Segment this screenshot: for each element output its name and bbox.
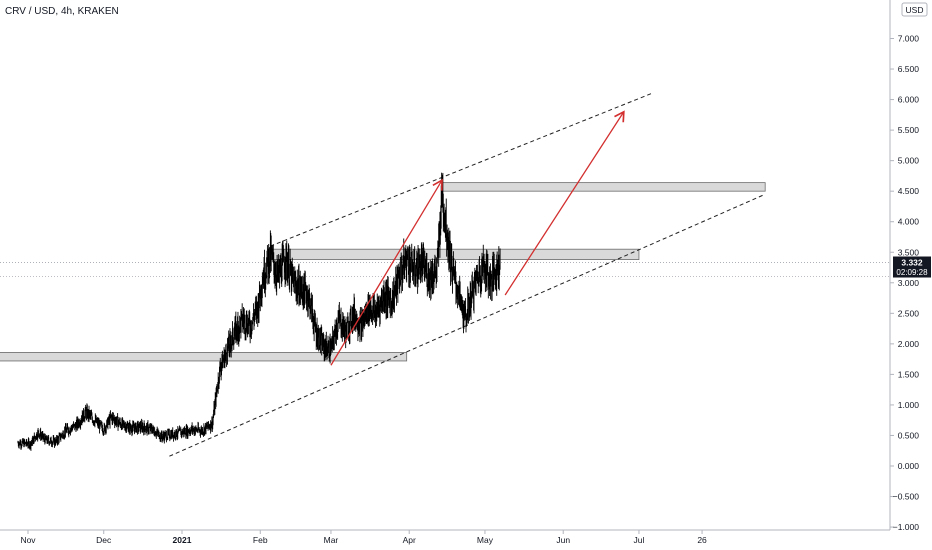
- bar-countdown: 02:09:28: [896, 268, 928, 277]
- y-tick-label: 6.000: [898, 95, 920, 105]
- y-tick-label: 1.500: [898, 369, 920, 379]
- x-tick-label: Nov: [20, 535, 36, 545]
- x-tick-label: Apr: [403, 535, 416, 545]
- y-tick-label: 0.000: [898, 461, 920, 471]
- last-price-value: 3.332: [901, 258, 923, 268]
- x-tick-label: 26: [697, 535, 707, 545]
- y-tick-label: 5.000: [898, 156, 920, 166]
- y-tick-label: 4.500: [898, 186, 920, 196]
- support-resistance-zone[interactable]: [0, 352, 408, 362]
- chart-title: CRV / USD, 4h, KRAKEN: [5, 6, 119, 17]
- projection-arrow[interactable]: [330, 178, 443, 366]
- y-tick-label: 5.500: [898, 125, 920, 135]
- x-tick-label: Jul: [634, 535, 645, 545]
- x-tick-label: 2021: [173, 535, 192, 545]
- x-tick-label: May: [477, 535, 494, 545]
- channel-trendline[interactable]: [270, 93, 652, 247]
- x-tick-label: Feb: [253, 535, 268, 545]
- y-tick-label: 2.500: [898, 308, 920, 318]
- y-tick-label: 3.000: [898, 278, 920, 288]
- projection-arrow[interactable]: [504, 110, 625, 296]
- y-tick-label: −0.500: [893, 492, 920, 502]
- x-tick-label: Dec: [96, 535, 112, 545]
- currency-badge[interactable]: [901, 2, 928, 17]
- last-price-label: [893, 256, 931, 278]
- y-tick-label: 1.000: [898, 400, 920, 410]
- support-resistance-zone[interactable]: [441, 182, 766, 192]
- candlestick-series: [17, 172, 501, 451]
- y-tick-label: 0.500: [898, 430, 920, 440]
- support-resistance-zone[interactable]: [269, 248, 640, 260]
- currency-badge-label: USD: [906, 5, 924, 15]
- y-tick-label: 4.000: [898, 217, 920, 227]
- x-tick-label: Mar: [324, 535, 339, 545]
- y-tick-label: 3.500: [898, 247, 920, 257]
- x-tick-label: Jun: [556, 535, 570, 545]
- y-tick-label: 6.500: [898, 64, 920, 74]
- y-tick-label: −1.000: [893, 522, 920, 532]
- y-tick-label: 7.000: [898, 34, 920, 44]
- y-tick-label: 2.000: [898, 339, 920, 349]
